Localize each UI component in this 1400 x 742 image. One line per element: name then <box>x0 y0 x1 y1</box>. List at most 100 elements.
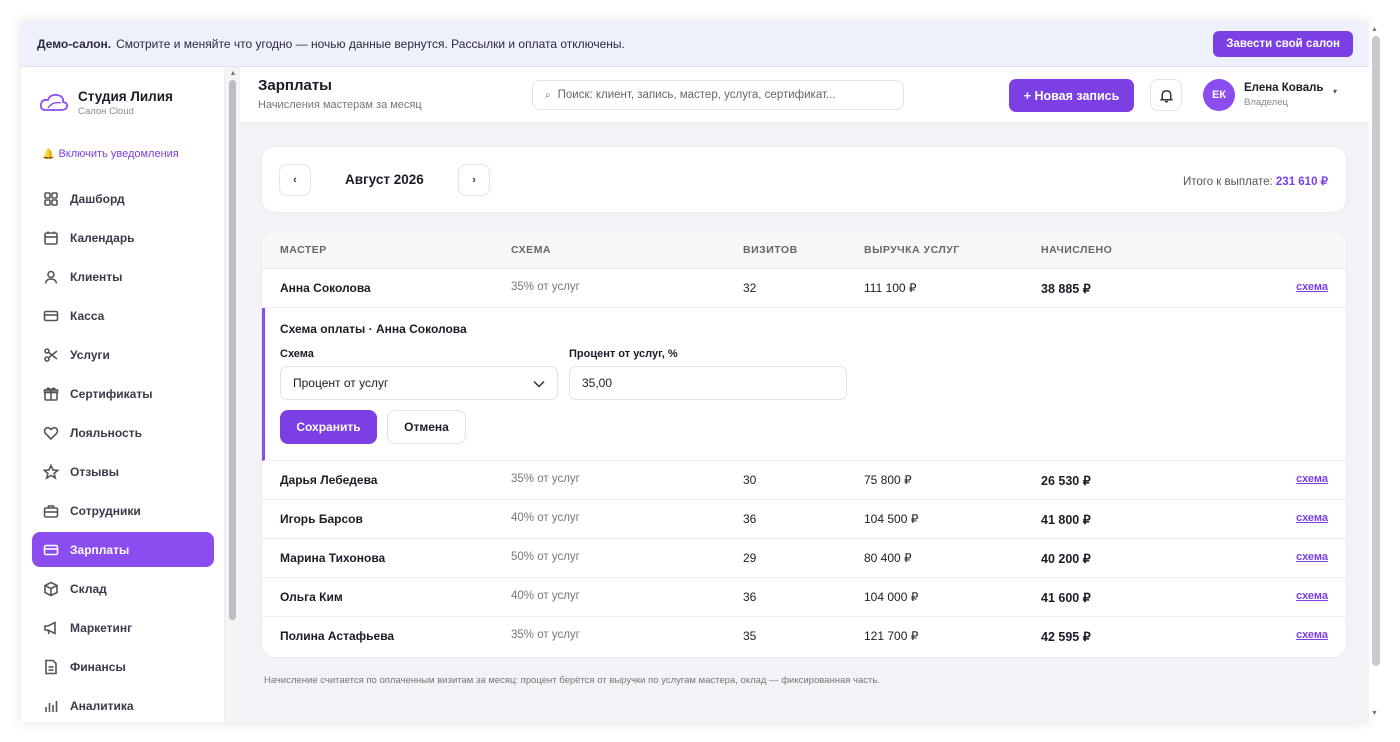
topbar: Зарплаты Начисления мастерам за месяц ⌕ … <box>240 67 1369 123</box>
current-month: Август 2026 <box>345 172 424 187</box>
chevron-down-icon <box>533 380 545 388</box>
sidebar-item-label: Клиенты <box>70 269 123 284</box>
search-icon: ⌕ <box>545 89 551 101</box>
cell-scheme: 50% от услуг <box>511 551 580 563</box>
table-row: Дарья Лебедева 35% от услуг 30 75 800 ₽ … <box>262 461 1346 500</box>
sidebar-item-services[interactable]: Услуги <box>32 337 214 372</box>
scheme-link[interactable]: схема <box>1296 551 1328 563</box>
sidebar-item-certificates[interactable]: Сертификаты <box>32 376 214 411</box>
create-salon-button[interactable]: Завести свой салон <box>1213 31 1353 57</box>
sidebar-scroll-thumb[interactable] <box>229 80 236 620</box>
sidebar-scroll-up-icon[interactable]: ▲ <box>229 70 237 77</box>
header-scheme: СХЕМА <box>511 244 552 256</box>
sidebar-item-analytics[interactable]: Аналитика <box>32 688 214 722</box>
sidebar-item-label: Дашборд <box>70 191 125 206</box>
scheme-link[interactable]: схема <box>1296 281 1328 293</box>
table-header: МАСТЕР СХЕМА ВИЗИТОВ ВЫРУЧКА УСЛУГ НАЧИС… <box>262 231 1346 269</box>
table-row: Игорь Барсов 40% от услуг 36 104 500 ₽ 4… <box>262 500 1346 539</box>
sidebar-item-clients[interactable]: Клиенты <box>32 259 214 294</box>
demo-banner-bold: Демо-салон. <box>37 37 112 51</box>
app-window: Демо-салон. Смотрите и меняйте что угодн… <box>21 22 1369 722</box>
scheme-link[interactable]: схема <box>1296 473 1328 485</box>
footnote: Начисление считается по оплаченным визит… <box>264 675 880 686</box>
sidebar-item-staff[interactable]: Сотрудники <box>32 493 214 528</box>
cell-accrued: 41 800 ₽ <box>1041 513 1091 527</box>
total-payout-value: 231 610 ₽ <box>1275 176 1328 188</box>
sidebar-item-label: Финансы <box>70 659 126 674</box>
chevron-down-icon[interactable]: ▾ <box>1333 87 1338 96</box>
sidebar-item-reviews[interactable]: Отзывы <box>32 454 214 489</box>
bar-chart-icon <box>45 700 58 712</box>
calendar-icon <box>44 231 58 245</box>
cell-master: Игорь Барсов <box>280 512 363 526</box>
avatar[interactable]: ЕК <box>1203 79 1235 111</box>
box-icon <box>44 581 58 596</box>
new-appointment-button[interactable]: + Новая запись <box>1009 79 1134 112</box>
cell-scheme: 35% от услуг <box>511 629 580 641</box>
scheme-link[interactable]: схема <box>1296 629 1328 641</box>
sidebar-item-cashbox[interactable]: Касса <box>32 298 214 333</box>
scheme-link[interactable]: схема <box>1296 590 1328 602</box>
sidebar-item-dashboard[interactable]: Дашборд <box>32 181 214 216</box>
scissors-icon <box>44 347 58 362</box>
salary-table: МАСТЕР СХЕМА ВИЗИТОВ ВЫРУЧКА УСЛУГ НАЧИС… <box>261 230 1347 658</box>
page-scroll-down-icon[interactable]: ▼ <box>1371 710 1378 717</box>
sidebar-item-warehouse[interactable]: Склад <box>32 571 214 606</box>
sidebar-item-label: Сертификаты <box>70 386 153 401</box>
search-input[interactable]: ⌕ Поиск: клиент, запись, мастер, услуга,… <box>532 80 904 110</box>
sidebar-item-calendar[interactable]: Календарь <box>32 220 214 255</box>
table-row: Марина Тихонова 50% от услуг 29 80 400 ₽… <box>262 539 1346 578</box>
cancel-button[interactable]: Отмена <box>387 410 466 444</box>
sidebar-item-loyalty[interactable]: Лояльность <box>32 415 214 450</box>
prev-month-button[interactable]: ‹ <box>279 164 311 196</box>
cell-accrued: 38 885 ₽ <box>1041 282 1091 296</box>
enable-notifications-link[interactable]: 🔔 Включить уведомления <box>42 148 179 160</box>
user-role: Владелец <box>1244 97 1288 108</box>
scheme-link[interactable]: схема <box>1296 512 1328 524</box>
cell-visits: 35 <box>743 629 757 643</box>
brand-sub: Салон Cloud <box>78 106 134 117</box>
table-row: Ольга Ким 40% от услуг 36 104 000 ₽ 41 6… <box>262 578 1346 617</box>
search-placeholder: Поиск: клиент, запись, мастер, услуга, с… <box>557 89 836 101</box>
heart-icon <box>43 426 59 440</box>
grid-icon <box>44 191 58 206</box>
sidebar-item-salaries[interactable]: Зарплаты <box>32 532 214 567</box>
scheme-select[interactable]: Процент от услуг <box>280 366 558 400</box>
cell-accrued: 40 200 ₽ <box>1041 552 1091 566</box>
wallet-icon <box>43 544 59 555</box>
page-scroll-up-icon[interactable]: ▲ <box>1371 26 1378 33</box>
cell-visits: 36 <box>743 590 757 604</box>
sidebar-item-label: Календарь <box>70 230 135 245</box>
cell-accrued: 42 595 ₽ <box>1041 630 1091 644</box>
sidebar-item-label: Лояльность <box>70 425 142 440</box>
cell-master: Дарья Лебедева <box>280 473 378 487</box>
briefcase-icon <box>43 504 59 518</box>
cell-visits: 36 <box>743 512 757 526</box>
cell-revenue: 75 800 ₽ <box>864 473 912 487</box>
sidebar-item-marketing[interactable]: Маркетинг <box>32 610 214 645</box>
sidebar-item-finance[interactable]: Финансы <box>32 649 214 684</box>
save-button[interactable]: Сохранить <box>280 410 377 444</box>
enable-notifications-label: Включить уведомления <box>58 148 179 160</box>
sidebar-item-label: Сотрудники <box>70 503 141 518</box>
page-scroll-thumb[interactable] <box>1372 36 1380 666</box>
brand-name: Студия Лилия <box>78 89 173 104</box>
notifications-button[interactable] <box>1150 79 1182 111</box>
cloud-logo-icon <box>39 93 69 111</box>
sidebar-item-label: Маркетинг <box>70 620 133 635</box>
header-accrued: НАЧИСЛЕНО <box>1041 244 1113 256</box>
percent-input[interactable]: 35,00 <box>569 366 847 400</box>
payment-scheme-editor: Схема оплаты · Анна Соколова Схема Проце… <box>262 308 1346 461</box>
cell-visits: 29 <box>743 551 757 565</box>
next-month-button[interactable]: › <box>458 164 490 196</box>
sidebar-item-label: Услуги <box>70 347 110 362</box>
demo-banner-text: Смотрите и меняйте что угодно — ночью да… <box>116 37 625 51</box>
cell-revenue: 111 100 ₽ <box>864 281 917 295</box>
header-visits: ВИЗИТОВ <box>743 244 798 256</box>
bell-emoji-icon: 🔔 <box>42 148 55 160</box>
scheme-select-value: Процент от услуг <box>293 376 389 390</box>
user-name[interactable]: Елена Коваль <box>1244 82 1324 94</box>
cell-master: Ольга Ким <box>280 590 343 604</box>
brand[interactable]: Студия Лилия Салон Cloud <box>39 89 173 117</box>
megaphone-icon <box>44 620 56 635</box>
